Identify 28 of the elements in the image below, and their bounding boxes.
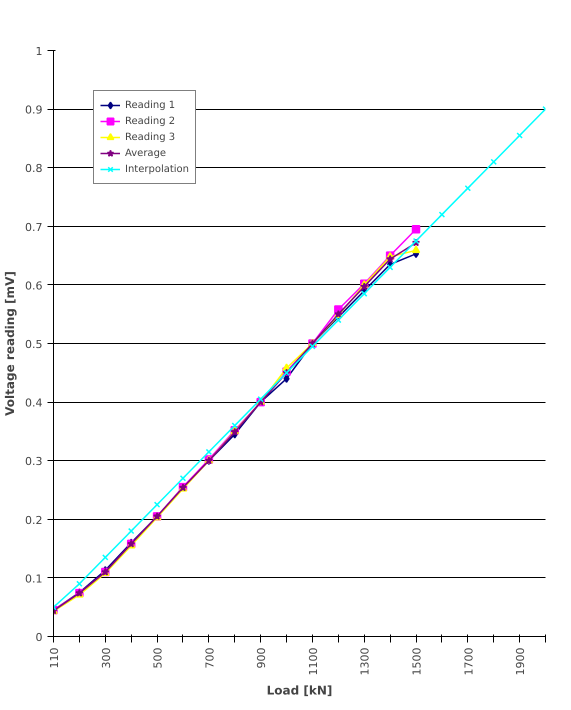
- x-tick-label: 1700: [462, 647, 476, 676]
- legend-label: Average: [125, 146, 166, 160]
- y-tick-label: 0.8: [25, 162, 43, 176]
- x-tick-label: 300: [100, 647, 113, 668]
- x-tick-label: 1500: [410, 647, 424, 676]
- y-tick-label: 0.5: [25, 338, 43, 351]
- x-tick-label: 900: [255, 647, 268, 668]
- x-tick-label: 1300: [358, 647, 372, 676]
- y-tick-label: 0.6: [25, 279, 43, 292]
- x-axis-title: Load [kN]: [266, 683, 332, 698]
- legend-label: Reading 2: [125, 114, 176, 128]
- y-tick-label: 0.4: [25, 396, 43, 410]
- x-tick-label: 1900: [514, 647, 528, 676]
- y-tick-label: 0.7: [25, 220, 43, 234]
- y-axis-title: Voltage reading [mV]: [3, 271, 18, 416]
- y-tick-label: 0: [36, 631, 42, 644]
- legend-label: Interpolation: [125, 162, 189, 176]
- x-tick-label: 1100: [306, 647, 320, 676]
- x-tick-label: 700: [203, 647, 216, 668]
- y-tick-label: 0.9: [25, 104, 43, 117]
- y-tick-label: 1: [36, 45, 42, 58]
- legend-label: Reading 1: [125, 98, 176, 112]
- y-tick-label: 0.1: [25, 572, 43, 586]
- y-tick-label: 0.3: [25, 455, 43, 468]
- x-tick-label: 500: [152, 647, 165, 668]
- x-tick-label: 110: [48, 647, 61, 668]
- y-tick-label: 0.2: [25, 514, 43, 527]
- legend-label: Reading 3: [125, 130, 176, 144]
